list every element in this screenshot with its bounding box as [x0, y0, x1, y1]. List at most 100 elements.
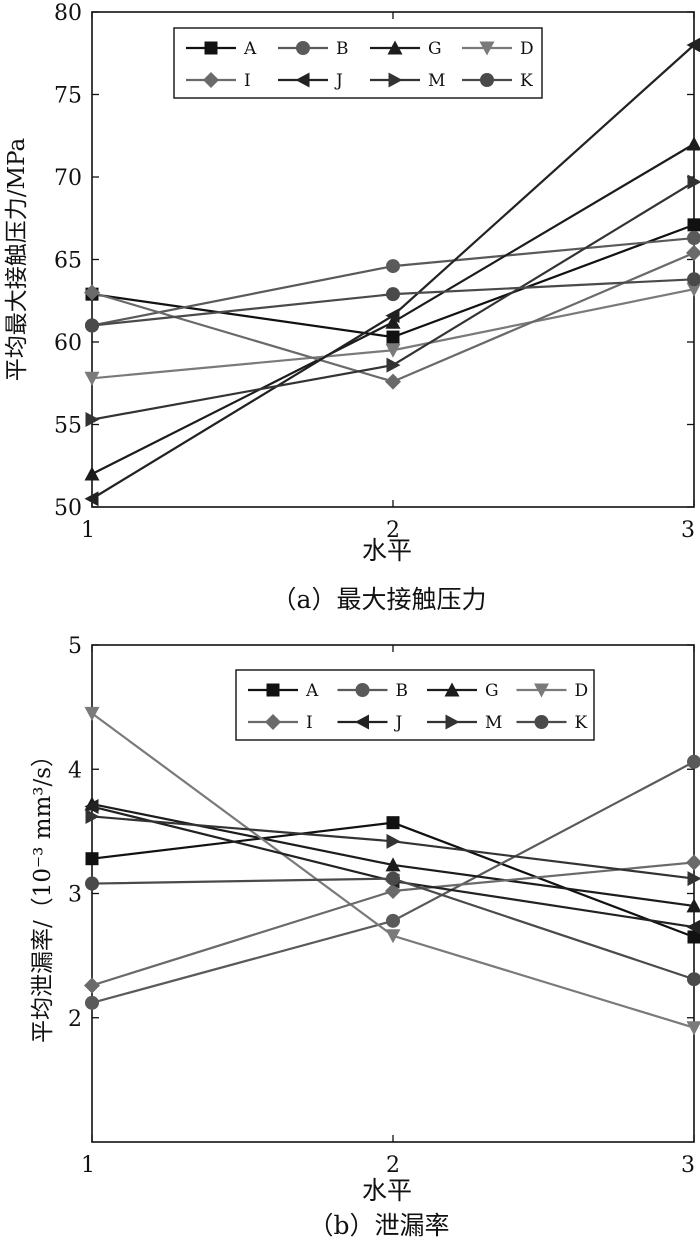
point-B-3: [687, 754, 700, 769]
y-axis-label: 平均最大接触压力/MPa: [4, 137, 30, 381]
series-D: [84, 706, 700, 1036]
point-K-2: [386, 871, 400, 886]
point-J-1: [84, 799, 99, 815]
legend-item-K: K: [516, 713, 588, 733]
legend-marker: [479, 41, 495, 56]
figure-caption: （b）泄漏率: [308, 1211, 449, 1240]
x-tick-label: 2: [386, 518, 400, 543]
legend-marker: [295, 72, 310, 88]
series-I: [84, 244, 700, 390]
point-I-3: [686, 244, 700, 261]
point-J-1: [84, 491, 99, 507]
point-D-3: [686, 282, 700, 297]
series-line-G: [91, 143, 695, 475]
y-tick-label: 60: [54, 331, 82, 356]
legend-label: G: [485, 681, 499, 701]
point-M-1: [85, 412, 100, 428]
legend-marker: [296, 41, 310, 55]
legend-marker: [355, 714, 369, 730]
chart-0: 50 55 60 65 70 75 80 1 2 3 A B G D I J M K 水平 平均最大接触压力/MPa （…: [4, 1, 700, 614]
legend-item-J: J: [337, 713, 403, 733]
legend: A B G D I J M K: [235, 669, 595, 741]
series-M: [85, 174, 700, 428]
chart-1: 2 3 4 5 1 2 3 A B G D I J M K 水平 平均泄漏率/（10⁻³ mm³/s） （b）泄漏…: [30, 634, 700, 1240]
y-tick-label: 75: [54, 84, 82, 109]
x-tick-label: 2: [386, 1153, 400, 1178]
legend-label: J: [394, 713, 403, 733]
y-tick-label: 5: [68, 634, 82, 659]
legend-label: A: [305, 681, 319, 701]
y-tick-label: 70: [54, 166, 82, 191]
legend-item-M: M: [427, 713, 502, 733]
point-G-3: [686, 136, 700, 151]
legend-label: M: [485, 713, 502, 733]
point-K-3: [687, 272, 700, 287]
legend-item-B: B: [337, 681, 409, 701]
series-J: [84, 37, 700, 507]
legend-label: J: [334, 71, 343, 91]
legend-item-B: B: [278, 39, 349, 59]
legend-item-I: I: [248, 713, 313, 733]
point-B-3: [687, 231, 700, 246]
legend-item-D: D: [462, 39, 534, 59]
legend-marker: [445, 714, 460, 730]
legend-marker: [444, 682, 460, 697]
point-D-2: [385, 343, 401, 358]
legend-marker: [355, 683, 370, 697]
legend-marker: [387, 40, 403, 55]
point-D-2: [385, 929, 401, 944]
figure-caption: （a）最大接触压力: [272, 585, 487, 614]
point-B-2: [386, 259, 400, 274]
point-I-2: [385, 373, 401, 390]
x-tick-label: 3: [681, 518, 695, 543]
point-M-2: [386, 357, 401, 373]
point-M-3: [687, 174, 700, 190]
point-J-3: [686, 37, 700, 53]
series-A: [85, 816, 700, 944]
point-G-2: [385, 857, 401, 872]
point-K-1: [85, 876, 99, 891]
point-M-3: [687, 871, 700, 887]
legend-label: B: [396, 681, 409, 701]
point-A-1: [85, 852, 99, 866]
point-A-2: [386, 816, 400, 830]
legend-item-K: K: [462, 71, 533, 91]
legend-box: [235, 669, 595, 741]
x-axis-label: 水平: [362, 1176, 412, 1205]
legend-label: I: [306, 713, 313, 733]
legend-item-M: M: [370, 71, 445, 91]
series-B: [85, 754, 700, 1010]
y-tick-label: 2: [68, 1007, 82, 1032]
x-tick-label: 1: [81, 518, 95, 543]
legend-marker: [388, 72, 403, 88]
point-I-3: [686, 854, 700, 871]
point-G-2: [385, 314, 401, 329]
legend-marker: [534, 715, 549, 729]
legend-marker: [265, 714, 281, 730]
point-G-1: [84, 466, 100, 481]
point-M-1: [85, 808, 100, 824]
legend-label: D: [575, 681, 589, 701]
series-G: [84, 136, 700, 481]
legend-label: B: [336, 39, 349, 59]
point-D-1: [84, 706, 100, 721]
series-M: [85, 808, 700, 887]
point-A-3: [687, 930, 700, 944]
y-tick-label: 4: [68, 758, 82, 783]
y-tick-label: 65: [54, 249, 82, 274]
legend-marker: [534, 683, 549, 698]
legend-marker: [204, 41, 218, 55]
point-I-1: [84, 977, 100, 994]
legend-item-G: G: [370, 39, 442, 59]
legend-item-G: G: [427, 681, 499, 701]
legend-label: K: [575, 713, 588, 733]
point-B-2: [386, 913, 400, 928]
point-K-3: [687, 972, 700, 987]
y-tick-label: 55: [54, 414, 82, 439]
legend-label: K: [520, 71, 533, 91]
point-M-2: [386, 833, 401, 849]
point-G-3: [686, 898, 700, 913]
legend-item-A: A: [248, 681, 319, 701]
point-D-1: [84, 371, 100, 386]
